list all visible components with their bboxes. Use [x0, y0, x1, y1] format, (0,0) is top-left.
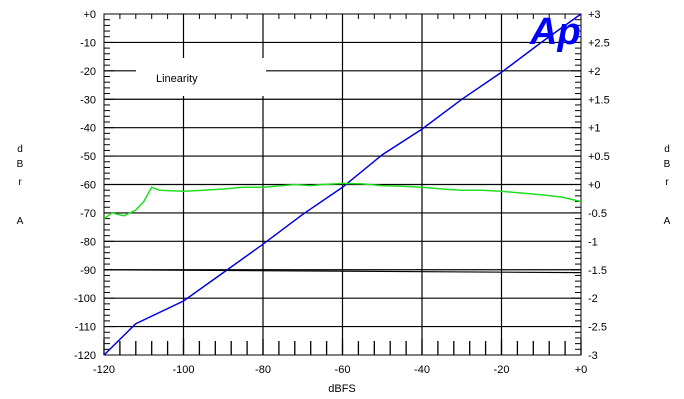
- x-tick-label: -60: [335, 364, 351, 376]
- y-left-axis-label-char: r: [18, 177, 22, 188]
- y-left-tick-label: -30: [80, 94, 96, 106]
- y-left-tick-label: -60: [80, 180, 96, 192]
- tick-layer: [103, 13, 582, 356]
- y-left-tick-label: -40: [80, 123, 96, 135]
- y-left-tick-label: -20: [80, 66, 96, 78]
- y-left-axis-label-char: A: [17, 216, 24, 227]
- y-right-axis-label-char: r: [665, 177, 669, 188]
- x-tick-label: -80: [255, 364, 271, 376]
- y-left-tick-label: +0: [83, 9, 96, 21]
- series-line-1: [103, 13, 582, 356]
- legend-box: [136, 58, 266, 96]
- y-right-tick-label: -1.5: [588, 265, 607, 277]
- series-line-3: [103, 269, 582, 274]
- y-left-tick-label: -90: [80, 265, 96, 277]
- x-tick-label: -40: [414, 364, 430, 376]
- y-left-axis-label-char: d: [17, 144, 23, 155]
- series-line-2: [103, 182, 582, 220]
- y-right-tick-label: -3: [588, 350, 598, 362]
- legend-text: Linearity: [156, 73, 198, 85]
- y-right-tick-label: +1.5: [588, 94, 610, 106]
- y-right-tick-label: +1: [588, 123, 601, 135]
- y-left-tick-label: -110: [75, 322, 96, 334]
- x-tick-label: -20: [494, 364, 510, 376]
- y-right-tick-label: +2: [588, 66, 601, 78]
- x-axis-label: dBFS: [328, 383, 356, 395]
- logo-text: Ap: [529, 11, 581, 53]
- y-right-axis-label-char: B: [664, 159, 671, 170]
- y-right-tick-label: -2: [588, 293, 598, 305]
- y-left-axis-label-char: B: [17, 159, 24, 170]
- y-right-axis-label-char: A: [664, 216, 671, 227]
- y-right-tick-label: +3: [588, 9, 601, 21]
- y-left-tick-label: -50: [80, 151, 96, 163]
- y-left-tick-label: -10: [80, 37, 96, 49]
- y-right-tick-label: +2.5: [588, 37, 610, 49]
- label-layer: +0 -10 -20 -30 -40 -50 -60 -70 -80 -90 -100 -110 -12…: [17, 9, 671, 376]
- x-tick-label: +0: [575, 364, 588, 376]
- y-left-tick-label: -120: [74, 350, 96, 362]
- x-tick-label: -100: [172, 364, 194, 376]
- y-right-tick-label: +0.5: [588, 151, 610, 163]
- y-left-tick-label: -80: [80, 236, 96, 248]
- y-right-tick-label: -1: [588, 236, 598, 248]
- y-right-axis-label-char: d: [664, 144, 670, 155]
- y-right-tick-label: +0: [588, 180, 601, 192]
- y-right-tick-label: -2.5: [588, 322, 607, 334]
- y-left-tick-label: -100: [74, 293, 96, 305]
- y-left-tick-label: -70: [80, 208, 96, 220]
- series-layer: [103, 13, 582, 356]
- x-tick-label: -120: [93, 364, 115, 376]
- y-right-tick-label: -0.5: [588, 208, 607, 220]
